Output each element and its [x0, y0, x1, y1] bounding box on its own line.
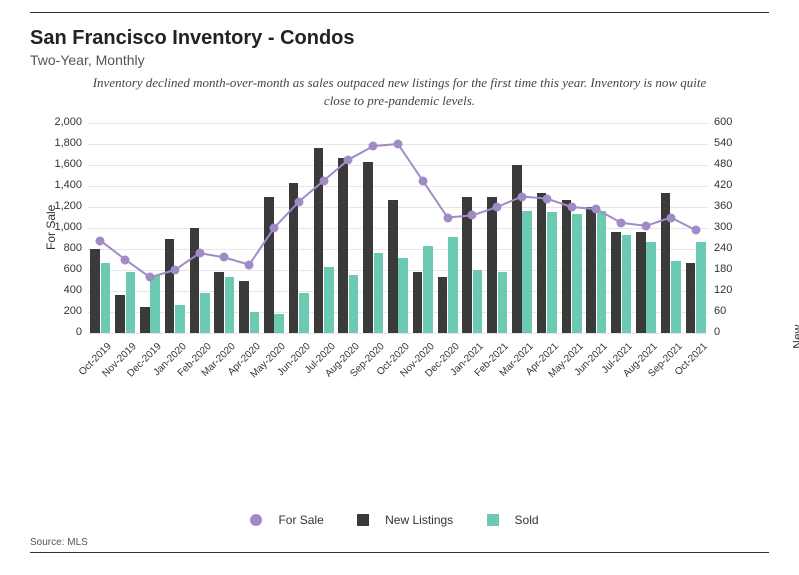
for-sale-marker	[666, 213, 675, 222]
y-tick-right: 420	[714, 179, 732, 191]
y-tick-left: 1,600	[54, 158, 82, 170]
chart-title: San Francisco Inventory - Condos	[30, 27, 769, 50]
y-tick-right: 360	[714, 200, 732, 212]
y-tick-left: 800	[64, 242, 82, 254]
plot-area: 02004006008001,0001,2001,4001,6001,8002,…	[88, 123, 708, 333]
for-sale-marker	[195, 249, 204, 258]
for-sale-marker	[294, 197, 303, 206]
gridline	[88, 333, 708, 334]
for-sale-marker	[542, 194, 551, 203]
for-sale-marker	[567, 203, 576, 212]
legend-sold: Sold	[487, 513, 549, 527]
legend: For Sale New Listings Sold	[30, 513, 769, 529]
chart-container: 02004006008001,0001,2001,4001,6001,8002,…	[30, 113, 769, 453]
y-tick-left: 0	[76, 326, 82, 338]
y-axis-label-right: New Listings and Sold Homes	[791, 308, 799, 349]
y-tick-left: 600	[64, 263, 82, 275]
legend-new-listings: New Listings	[357, 513, 463, 527]
y-tick-left: 1,200	[54, 200, 82, 212]
y-tick-right: 480	[714, 158, 732, 170]
y-tick-right: 540	[714, 137, 732, 149]
top-rule	[30, 12, 769, 13]
for-sale-marker	[170, 266, 179, 275]
for-sale-line	[88, 123, 708, 333]
for-sale-marker	[518, 192, 527, 201]
y-tick-left: 1,800	[54, 137, 82, 149]
for-sale-marker	[121, 255, 130, 264]
chart-commentary: Inventory declined month-over-month as s…	[90, 74, 709, 109]
source-label: Source: MLS	[30, 537, 769, 548]
y-tick-left: 2,000	[54, 116, 82, 128]
y-tick-right: 240	[714, 242, 732, 254]
for-sale-marker	[394, 140, 403, 149]
for-sale-marker	[270, 224, 279, 233]
for-sale-marker	[592, 205, 601, 214]
y-tick-right: 0	[714, 326, 720, 338]
y-axis-label-left: For Sale	[44, 205, 58, 250]
y-tick-left: 400	[64, 284, 82, 296]
for-sale-marker	[691, 226, 700, 235]
for-sale-marker	[220, 253, 229, 262]
for-sale-marker	[493, 203, 502, 212]
for-sale-marker	[468, 211, 477, 220]
y-tick-right: 120	[714, 284, 732, 296]
for-sale-marker	[146, 273, 155, 282]
y-tick-right: 600	[714, 116, 732, 128]
for-sale-marker	[443, 213, 452, 222]
for-sale-marker	[319, 176, 328, 185]
bottom-rule	[30, 552, 769, 553]
for-sale-marker	[617, 218, 626, 227]
for-sale-marker	[642, 221, 651, 230]
y-tick-right: 180	[714, 263, 732, 275]
y-tick-right: 60	[714, 305, 726, 317]
y-tick-left: 1,000	[54, 221, 82, 233]
for-sale-marker	[96, 236, 105, 245]
chart-subtitle: Two-Year, Monthly	[30, 52, 769, 68]
for-sale-marker	[369, 142, 378, 151]
for-sale-marker	[344, 155, 353, 164]
y-tick-left: 1,400	[54, 179, 82, 191]
y-tick-right: 300	[714, 221, 732, 233]
legend-for-sale: For Sale	[250, 513, 333, 527]
for-sale-marker	[418, 176, 427, 185]
for-sale-marker	[245, 260, 254, 269]
y-tick-left: 200	[64, 305, 82, 317]
